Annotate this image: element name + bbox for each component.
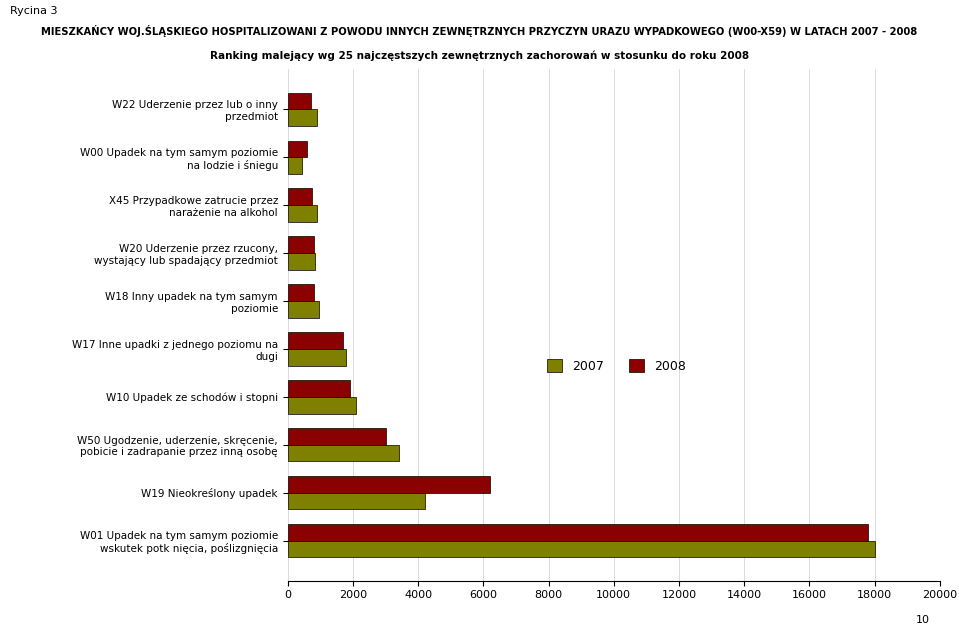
Bar: [288, 332, 343, 349]
Bar: [288, 205, 317, 222]
Bar: [288, 524, 868, 541]
Bar: [288, 93, 311, 109]
Bar: [288, 380, 350, 397]
Bar: [288, 189, 313, 205]
Bar: [288, 157, 302, 174]
Bar: [288, 428, 386, 445]
Bar: [288, 109, 317, 126]
Bar: [288, 237, 314, 253]
Bar: [288, 284, 314, 301]
Bar: [288, 301, 318, 318]
Bar: [288, 397, 356, 413]
Text: Ranking malejący wg 25 najczęstszych zewnętrznych zachorowań w stosunku do roku : Ranking malejący wg 25 najczęstszych zew…: [210, 50, 749, 61]
Bar: [288, 493, 425, 509]
Bar: [288, 476, 490, 493]
Legend: 2007, 2008: 2007, 2008: [542, 354, 690, 378]
Bar: [288, 445, 399, 461]
Text: 10: 10: [916, 615, 930, 625]
Bar: [288, 141, 307, 157]
Bar: [288, 541, 875, 557]
Bar: [288, 349, 346, 366]
Bar: [288, 253, 316, 270]
Text: Rycina 3: Rycina 3: [10, 6, 58, 16]
Text: MIESZKAŃCY WOJ.ŚLĄSKIEGO HOSPITALIZOWANI Z POWODU INNYCH ZEWNĘTRZNYCH PRZYCZYN U: MIESZKAŃCY WOJ.ŚLĄSKIEGO HOSPITALIZOWANI…: [41, 25, 918, 37]
